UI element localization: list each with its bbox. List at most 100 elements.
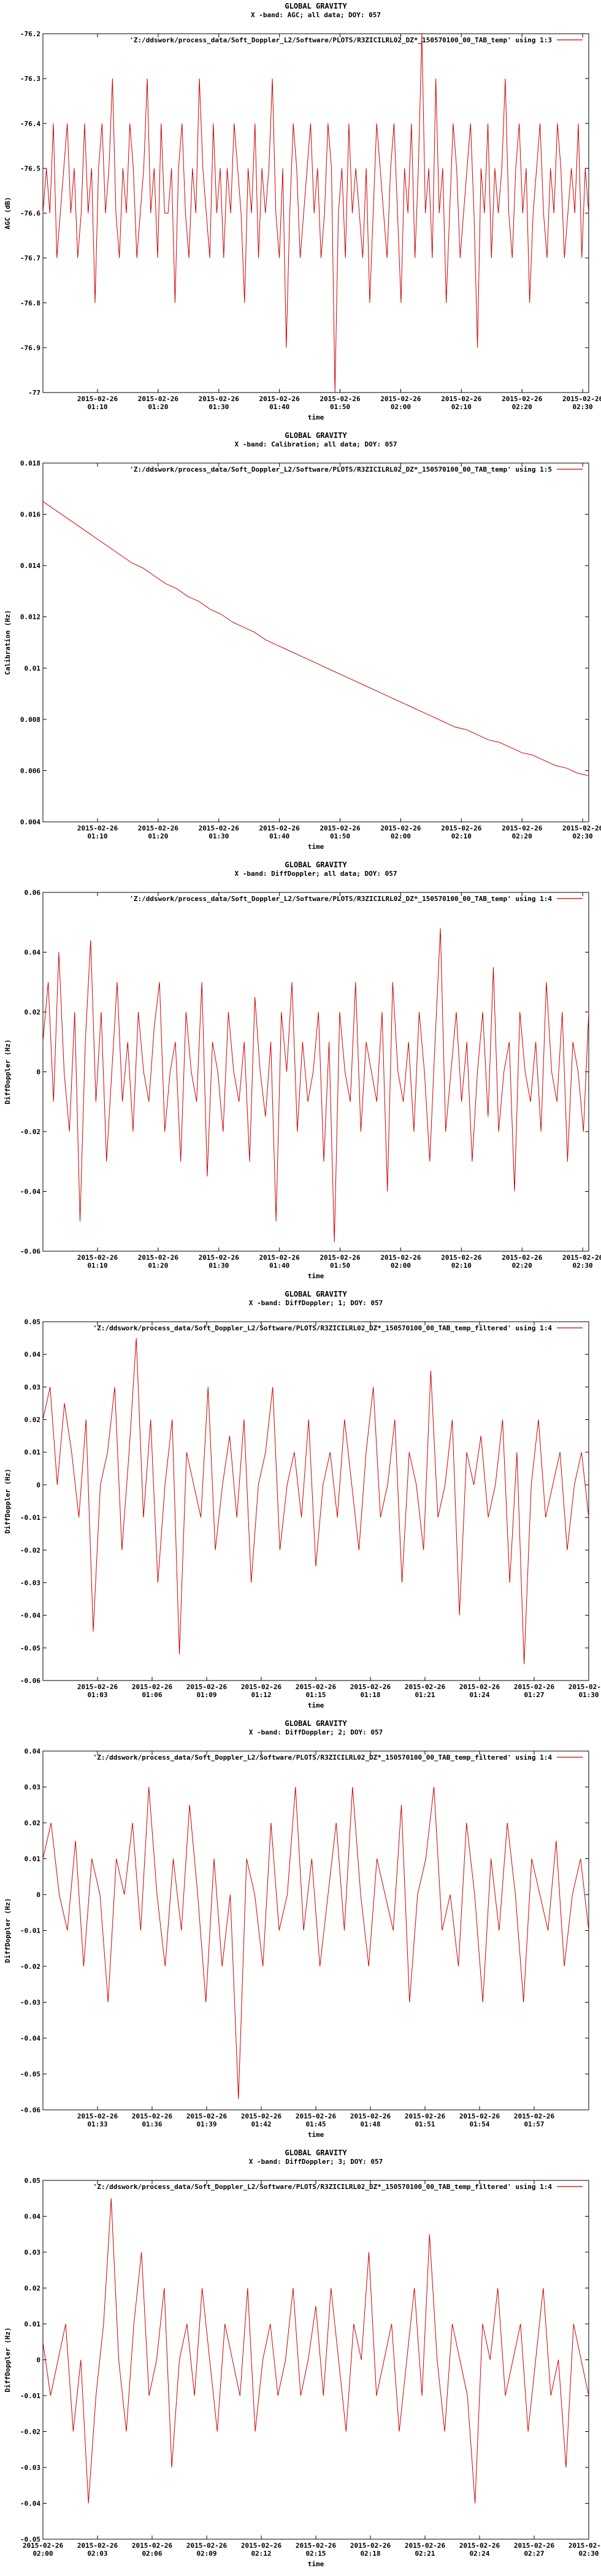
y-tick-label: -0.01 xyxy=(20,1514,40,1522)
x-tick-time: 01:33 xyxy=(87,2120,107,2128)
plot-frame xyxy=(42,33,589,393)
x-tick-time: 02:30 xyxy=(573,832,593,840)
chart-title: GLOBAL GRAVITY xyxy=(285,2,347,10)
y-tick-label: -0.05 xyxy=(20,2071,40,2079)
x-tick-date: 2015-02-26 xyxy=(241,1683,282,1691)
y-tick-label: 0.04 xyxy=(25,1747,41,1755)
x-tick-time: 01:09 xyxy=(196,1691,216,1699)
x-tick-date: 2015-02-26 xyxy=(259,1254,300,1262)
x-tick-date: 2015-02-26 xyxy=(568,2542,601,2550)
x-tick-date: 2015-02-26 xyxy=(350,1683,391,1691)
x-tick-time: 02:24 xyxy=(469,2550,489,2558)
y-tick-label: 0.04 xyxy=(25,1351,41,1359)
x-tick-date: 2015-02-26 xyxy=(562,1254,601,1262)
series-line-1 xyxy=(42,33,589,393)
x-tick-time: 01:50 xyxy=(330,1262,350,1270)
x-tick-time: 01:48 xyxy=(360,2120,380,2128)
y-axis-label: DiffDoppler (Hz) xyxy=(4,2328,12,2393)
y-tick-label: -0.01 xyxy=(20,2392,40,2400)
y-tick-label: -0.04 xyxy=(20,2034,40,2042)
x-tick-date: 2015-02-26 xyxy=(296,1683,337,1691)
y-tick-label: -0.03 xyxy=(20,1579,40,1587)
legend-label: 'Z:/ddswork/process_data/Soft_Doppler_L2… xyxy=(93,1324,553,1332)
x-tick-time: 02:12 xyxy=(251,2550,271,2558)
x-tick-date: 2015-02-26 xyxy=(132,2542,173,2550)
x-tick-time: 01:21 xyxy=(415,1691,435,1699)
x-tick-date: 2015-02-26 xyxy=(405,1683,446,1691)
chart-subtitle: X -band: Calibration; all data; DOY: 057 xyxy=(235,440,397,448)
x-tick-time: 01:54 xyxy=(469,2120,489,2128)
x-tick-date: 2015-02-26 xyxy=(199,824,240,832)
x-tick-time: 02:27 xyxy=(524,2550,544,2558)
y-tick-label: -0.03 xyxy=(20,2464,40,2472)
x-tick-time: 01:18 xyxy=(360,1691,380,1699)
y-tick-label: -0.02 xyxy=(20,2428,40,2436)
x-tick-date: 2015-02-26 xyxy=(380,824,421,832)
y-tick-label: -0.02 xyxy=(20,1963,40,1971)
y-tick-label: -77 xyxy=(28,389,40,397)
x-tick-date: 2015-02-26 xyxy=(23,2542,64,2550)
x-tick-time: 01:42 xyxy=(251,2120,271,2128)
x-tick-time: 02:20 xyxy=(512,403,532,411)
series-line-1 xyxy=(42,928,589,1243)
x-tick-date: 2015-02-26 xyxy=(320,1254,361,1262)
x-tick-time: 02:03 xyxy=(87,2550,107,2558)
y-tick-label: 0.03 xyxy=(25,1383,41,1391)
x-tick-time: 01:27 xyxy=(524,1691,544,1699)
x-tick-time: 02:30 xyxy=(578,2550,599,2558)
x-axis-label: time xyxy=(308,2131,324,2139)
x-tick-time: 01:10 xyxy=(87,832,107,840)
x-tick-date: 2015-02-26 xyxy=(350,2112,391,2120)
x-tick-date: 2015-02-26 xyxy=(514,2112,555,2120)
chart-subtitle: X -band: DiffDoppler; all data; DOY: 057 xyxy=(235,870,397,878)
x-tick-time: 01:39 xyxy=(196,2120,216,2128)
y-tick-label: 0.018 xyxy=(20,459,40,467)
x-tick-time: 01:40 xyxy=(269,832,289,840)
x-tick-time: 01:15 xyxy=(305,1691,326,1699)
y-tick-label: 0.01 xyxy=(25,664,41,672)
x-tick-time: 01:45 xyxy=(305,2120,326,2128)
x-tick-date: 2015-02-26 xyxy=(132,2112,173,2120)
x-tick-date: 2015-02-26 xyxy=(380,1254,421,1262)
x-tick-time: 01:10 xyxy=(87,403,107,411)
x-tick-date: 2015-02-26 xyxy=(405,2542,446,2550)
y-axis-label: DiffDoppler (Hz) xyxy=(4,1040,12,1105)
x-tick-time: 02:20 xyxy=(512,1262,532,1270)
x-tick-date: 2015-02-26 xyxy=(459,1683,500,1691)
y-tick-label: -0.05 xyxy=(20,2536,40,2543)
x-tick-time: 02:10 xyxy=(451,1262,472,1270)
x-tick-time: 01:20 xyxy=(148,832,168,840)
x-tick-time: 01:10 xyxy=(87,1262,107,1270)
x-tick-time: 01:51 xyxy=(415,2120,435,2128)
x-tick-date: 2015-02-26 xyxy=(77,395,118,403)
x-tick-date: 2015-02-26 xyxy=(186,2112,228,2120)
series-line-1 xyxy=(42,501,589,776)
x-tick-time: 02:15 xyxy=(305,2550,326,2558)
y-tick-label: 0.01 xyxy=(25,1449,41,1457)
x-tick-date: 2015-02-26 xyxy=(186,2542,228,2550)
y-tick-label: -0.04 xyxy=(20,1188,40,1196)
series-line-1 xyxy=(42,1338,589,1665)
x-tick-time: 02:10 xyxy=(451,832,472,840)
x-tick-time: 01:36 xyxy=(142,2120,162,2128)
x-tick-time: 02:30 xyxy=(573,1262,593,1270)
legend-label: 'Z:/ddswork/process_data/Soft_Doppler_L2… xyxy=(129,36,552,44)
y-tick-label: 0.02 xyxy=(25,1416,41,1424)
y-tick-label: 0.04 xyxy=(25,2213,41,2221)
legend-label: 'Z:/ddswork/process_data/Soft_Doppler_L2… xyxy=(129,466,552,473)
y-tick-label: -0.04 xyxy=(20,2500,40,2508)
y-tick-label: -0.05 xyxy=(20,1644,40,1652)
x-tick-date: 2015-02-26 xyxy=(77,1683,118,1691)
y-tick-label: -76.6 xyxy=(20,210,40,218)
chart-title: GLOBAL GRAVITY xyxy=(285,431,347,440)
x-tick-date: 2015-02-26 xyxy=(514,1683,555,1691)
x-tick-date: 2015-02-26 xyxy=(568,1683,601,1691)
x-tick-date: 2015-02-26 xyxy=(77,1254,118,1262)
x-tick-time: 02:30 xyxy=(573,403,593,411)
y-axis-label: Calibration (Hz) xyxy=(4,610,12,675)
x-tick-time: 02:00 xyxy=(391,403,411,411)
x-axis-label: time xyxy=(308,413,324,421)
y-tick-label: -0.03 xyxy=(20,1999,40,2007)
series-line-1 xyxy=(42,1787,589,2099)
